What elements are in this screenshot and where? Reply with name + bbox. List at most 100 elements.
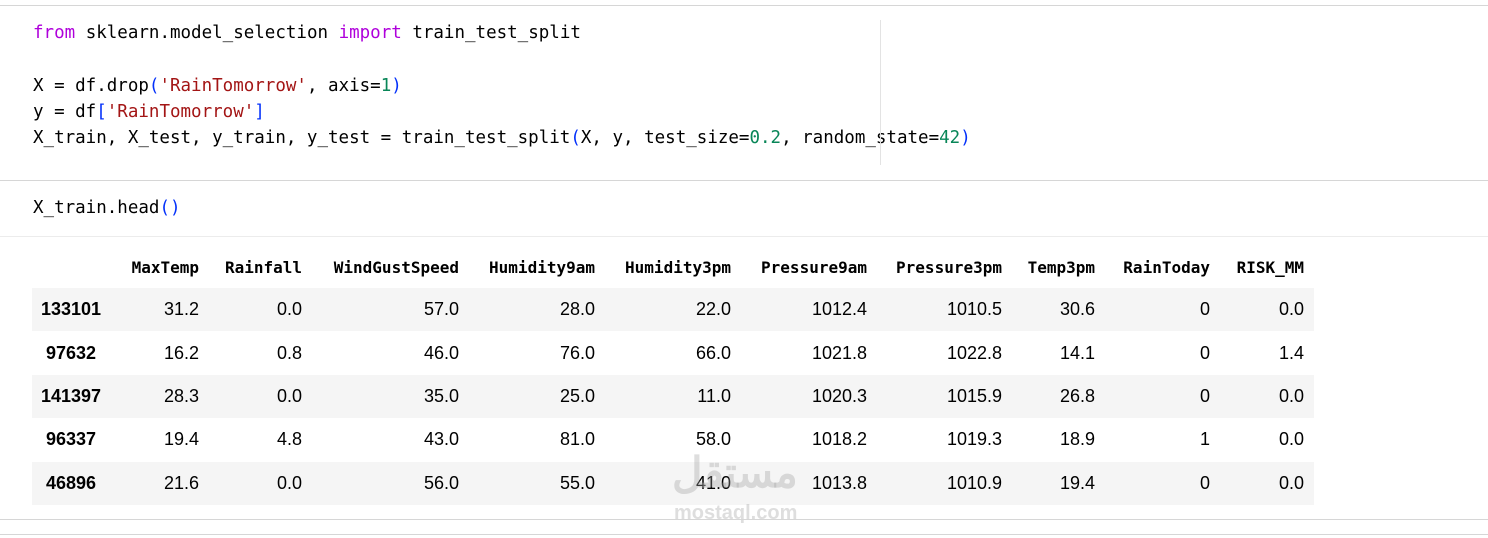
code-token: X, y, test_size= bbox=[580, 128, 750, 149]
table-row: 97632 16.2 0.8 46.0 76.0 66.0 1021.8 1022.8 14.1… bbox=[32, 331, 1314, 374]
code-cell[interactable]: X_train.head() bbox=[33, 195, 181, 221]
cell: 56.0 bbox=[312, 461, 469, 505]
cell: 26.8 bbox=[1012, 374, 1105, 419]
cell: 30.6 bbox=[1012, 288, 1105, 332]
dataframe-output: MaxTemp Rainfall WindGustSpeed Humidity9am H… bbox=[32, 246, 1314, 505]
column-ruler bbox=[880, 20, 881, 165]
column-header: MaxTemp bbox=[131, 257, 199, 277]
separator bbox=[0, 534, 1488, 535]
table-row: 133101 31.2 0.0 57.0 28.0 22.0 1012.4 1010.5 30.… bbox=[32, 288, 1314, 332]
cell: 0.0 bbox=[1220, 288, 1314, 332]
code-cell[interactable]: from sklearn.model_selection import trai… bbox=[33, 20, 971, 151]
cell: 0.0 bbox=[209, 288, 312, 332]
cell: 0.0 bbox=[1278, 429, 1304, 450]
code-token: X_train, X_test, y_train, y_test = train… bbox=[33, 128, 571, 149]
cell: 41.0 bbox=[605, 461, 741, 505]
code-token: sklearn.model_selection bbox=[75, 23, 339, 43]
column-header: Rainfall bbox=[224, 257, 302, 277]
cell: 1018.2 bbox=[811, 429, 867, 450]
row-index: 46896 bbox=[32, 461, 110, 505]
cell: 35.0 bbox=[312, 374, 469, 419]
table-row: 141397 28.3 0.0 35.0 25.0 11.0 1020.3 1015.9 26.… bbox=[32, 374, 1314, 419]
watermark-logo: مستقل bbox=[672, 449, 798, 496]
code-line bbox=[33, 46, 971, 72]
separator bbox=[0, 519, 1488, 520]
code-token: y = df bbox=[33, 101, 97, 122]
cell: 81.0 bbox=[559, 429, 595, 450]
code-token: 0.2 bbox=[749, 128, 782, 149]
cell: 14.1 bbox=[1059, 342, 1095, 363]
code-token: X = df.drop bbox=[33, 75, 149, 96]
cell: 55.0 bbox=[469, 461, 605, 505]
code-token: 'RainTomorrow' bbox=[106, 101, 255, 122]
cell: 1 bbox=[1199, 429, 1210, 450]
code-line: from sklearn.model_selection import trai… bbox=[33, 20, 971, 46]
cell: 21.6 bbox=[110, 461, 209, 505]
row-index: 97632 bbox=[45, 342, 97, 363]
code-line: X = df.drop('RainTomorrow', axis=1) bbox=[33, 73, 971, 99]
code-line: y = df['RainTomorrow'] bbox=[33, 99, 971, 125]
code-token: from bbox=[33, 23, 76, 43]
cell: 0 bbox=[1105, 374, 1220, 419]
cell: 31.2 bbox=[110, 288, 209, 332]
code-token: [ bbox=[96, 101, 107, 122]
code-token: ] bbox=[254, 101, 265, 122]
cell: 1010.9 bbox=[877, 461, 1012, 505]
code-token: , axis= bbox=[306, 75, 381, 96]
cell: 46.0 bbox=[423, 342, 459, 363]
code-token: ( bbox=[570, 128, 581, 149]
table-row: 96337 19.4 4.8 43.0 81.0 58.0 1018.2 1019.3 18.9… bbox=[32, 418, 1314, 461]
cell: 43.0 bbox=[423, 429, 459, 450]
index-header bbox=[32, 246, 110, 288]
cell: 0.0 bbox=[209, 461, 312, 505]
code-token: , random_state= bbox=[781, 128, 940, 149]
cell: 0 bbox=[1199, 342, 1210, 363]
row-index: 133101 bbox=[32, 288, 110, 332]
code-token: ) bbox=[960, 128, 971, 149]
cell: 28.0 bbox=[469, 288, 605, 332]
cell: 0.0 bbox=[1220, 374, 1314, 419]
cell: 66.0 bbox=[695, 342, 731, 363]
code-line: X_train.head() bbox=[33, 195, 181, 221]
code-token: ) bbox=[391, 75, 402, 96]
code-token: 1 bbox=[380, 75, 392, 96]
cell: 1.4 bbox=[1278, 342, 1304, 363]
column-header: RainToday bbox=[1123, 257, 1210, 277]
cell: 1010.5 bbox=[877, 288, 1012, 332]
code-token: 42 bbox=[939, 128, 961, 149]
code-token: train_test_split bbox=[401, 23, 581, 43]
column-header: Humidity3pm bbox=[625, 257, 731, 277]
cell: 57.0 bbox=[312, 288, 469, 332]
table-row: 46896 21.6 0.0 56.0 55.0 41.0 1013.8 1010.9 19.4… bbox=[32, 461, 1314, 505]
cell: 28.3 bbox=[110, 374, 209, 419]
cell: 1019.3 bbox=[946, 429, 1002, 450]
cell: 0.0 bbox=[209, 374, 312, 419]
cell: 11.0 bbox=[605, 374, 741, 419]
code-token: import bbox=[338, 23, 402, 43]
watermark-text: mostaql.com bbox=[674, 502, 798, 524]
column-header: Pressure9am bbox=[761, 257, 867, 277]
separator bbox=[0, 180, 1488, 181]
row-index: 141397 bbox=[32, 374, 110, 419]
cell: 1012.4 bbox=[741, 288, 877, 332]
cell: 19.4 bbox=[1012, 461, 1105, 505]
separator bbox=[0, 5, 1488, 6]
cell: 19.4 bbox=[163, 429, 199, 450]
column-header: Temp3pm bbox=[1027, 257, 1095, 277]
separator bbox=[0, 236, 1488, 237]
cell: 1013.8 bbox=[741, 461, 877, 505]
cell: 18.9 bbox=[1059, 429, 1095, 450]
cell: 76.0 bbox=[559, 342, 595, 363]
cell: 0.0 bbox=[1220, 461, 1314, 505]
column-header: WindGustSpeed bbox=[333, 257, 459, 277]
cell: 4.8 bbox=[276, 429, 302, 450]
column-header: Pressure3pm bbox=[896, 257, 1002, 277]
code-line: X_train, X_test, y_train, y_test = train… bbox=[33, 125, 971, 151]
cell: 1020.3 bbox=[741, 374, 877, 419]
cell: 0.8 bbox=[276, 342, 302, 363]
row-index: 96337 bbox=[45, 429, 97, 450]
cell: 25.0 bbox=[469, 374, 605, 419]
cell: 0 bbox=[1105, 288, 1220, 332]
code-token: () bbox=[159, 198, 181, 218]
